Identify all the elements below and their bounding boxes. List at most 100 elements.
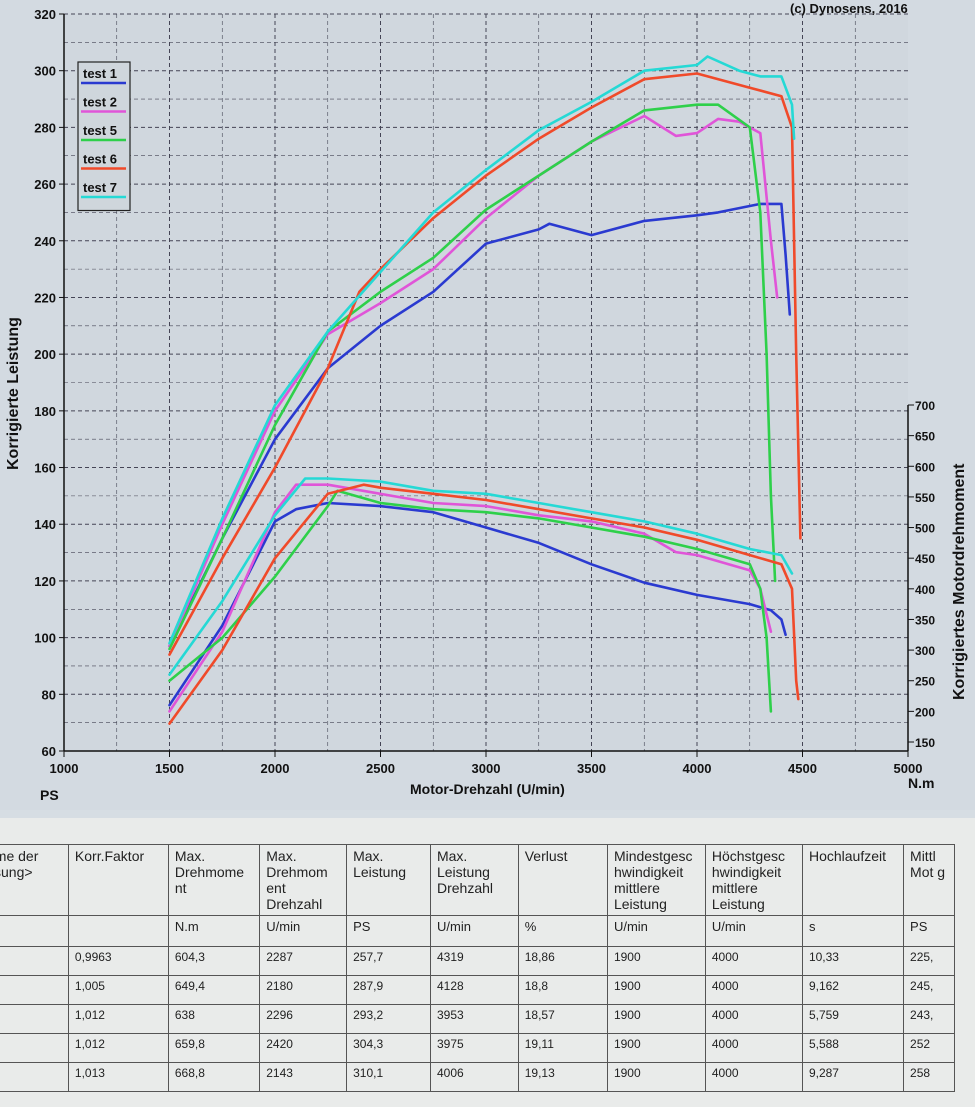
y-right-tick-label: 600: [915, 460, 935, 474]
table-cell: 293,2: [346, 1004, 431, 1034]
table-cell: 3953: [429, 1004, 519, 1034]
table-cell: 3975: [429, 1033, 519, 1063]
table-row: 61,012659,82420304,3397519,11190040005,5…: [0, 1033, 955, 1063]
x-tick-label: 4500: [788, 761, 817, 776]
legend-box: [77, 61, 131, 212]
table-cell: 638: [167, 1004, 261, 1034]
curve-test-2-torque: [168, 483, 773, 713]
unit-cell: PS: [903, 915, 955, 947]
unit-cell: U/min: [259, 915, 348, 947]
results-table-panel: ame der ssung> Korr.Faktor Max. Drehmome…: [0, 818, 975, 1107]
table-cell: 5,588: [801, 1033, 905, 1063]
legend-label: test 6: [83, 152, 117, 167]
table-cell: 252: [903, 1033, 955, 1063]
grid: [64, 13, 908, 751]
y-left-tick-label: 300: [34, 64, 56, 79]
table-cell: 9,162: [801, 975, 905, 1005]
table-header-row: ame der ssung> Korr.Faktor Max. Drehmome…: [0, 844, 955, 916]
legend-label: test 7: [83, 180, 117, 195]
table-cell: 1,012: [67, 1004, 169, 1034]
table-cell: 659,8: [167, 1033, 261, 1063]
table-cell: 10,33: [801, 946, 905, 976]
table-row: 21,005649,42180287,9412818,8190040009,16…: [0, 975, 955, 1005]
y-right-tick-label: 550: [915, 491, 935, 505]
table-cell: 2287: [259, 946, 348, 976]
table-cell: 1900: [606, 1004, 706, 1034]
col-header-verlust: Verlust: [517, 844, 608, 916]
y-left-tick-label: 100: [34, 631, 56, 646]
x-tick-label: 2000: [261, 761, 290, 776]
col-header-max-leistung-drehzahl: Max. Leistung Drehzahl: [429, 844, 519, 916]
table-cell: 7: [0, 1062, 69, 1092]
y-right-tick-label: 150: [915, 736, 935, 750]
table-cell: 4006: [429, 1062, 519, 1092]
y-left-tick-label: 240: [34, 234, 56, 249]
table-cell: 5: [0, 1004, 69, 1034]
table-cell: 18,8: [517, 975, 608, 1005]
unit-cell: U/min: [606, 915, 706, 947]
table-body: N.m U/min PS U/min % U/min U/min s PS 10…: [0, 915, 955, 1092]
y-right-tick-label: 300: [915, 644, 935, 658]
table-row: 51,0126382296293,2395318,57190040005,759…: [0, 1004, 955, 1034]
table-cell: 4000: [704, 1033, 803, 1063]
x-tick-label: 3000: [472, 761, 501, 776]
results-table: ame der ssung> Korr.Faktor Max. Drehmome…: [0, 844, 955, 1092]
table-cell: 604,3: [167, 946, 261, 976]
col-header-mittlere-leistung: Mittl Mot g: [903, 844, 955, 916]
table-row: 10,9963604,32287257,7431918,861900400010…: [0, 946, 955, 976]
chart-canvas: 1000 1500 2000 2500 3000 3500 4000 4500 5000 60 80…: [5, 1, 968, 803]
y-left-tick-label: 280: [34, 120, 56, 135]
x-tick-label: 4000: [683, 761, 712, 776]
curves: [168, 55, 802, 725]
table-cell: 1,012: [67, 1033, 169, 1063]
table-cell: 258: [903, 1062, 955, 1092]
y-left-tick-label: 60: [42, 744, 56, 759]
table-cell: 225,: [903, 946, 955, 976]
unit-cell: U/min: [704, 915, 803, 947]
x-axis-label: Motor-Drehzahl (U/min): [410, 781, 565, 797]
col-header-max-drehmoment-drehzahl: Max. Drehmom ent Drehzahl: [259, 844, 348, 916]
table-cell: 4000: [704, 975, 803, 1005]
axes: 1000 1500 2000 2500 3000 3500 4000 4500 5000 60 80…: [34, 7, 935, 776]
table-cell: 668,8: [167, 1062, 261, 1092]
right-unit-label: N.m: [908, 775, 934, 791]
table-cell: 1900: [606, 975, 706, 1005]
copyright-text: (c) Dynosens, 2016: [790, 1, 908, 16]
col-header-korr-faktor: Korr.Faktor: [67, 844, 169, 916]
table-cell: 5,759: [801, 1004, 905, 1034]
col-header-hoechstgeschwindigkeit: Höchstgesc hwindigkeit mittlere Leistung: [704, 844, 803, 916]
table-cell: 18,57: [517, 1004, 608, 1034]
table-cell: 1900: [606, 946, 706, 976]
unit-cell: [0, 915, 69, 947]
col-header-name: ame der ssung>: [0, 844, 69, 916]
legend: test 1 test 2 test 5 test 6 test 7: [77, 61, 131, 212]
legend-label: test 5: [83, 123, 117, 138]
table-cell: 2180: [259, 975, 348, 1005]
unit-cell: U/min: [429, 915, 519, 947]
col-header-mindestgeschwindigkeit: Mindestgesc hwindigkeit mittlere Leistun…: [606, 844, 706, 916]
y-right-axis-label: Korrigiertes Motordrehmoment: [951, 463, 968, 700]
unit-cell: N.m: [167, 915, 261, 947]
y-right-tick-label: 700: [915, 399, 935, 413]
col-header-hochlaufzeit: Hochlaufzeit: [801, 844, 905, 916]
y-right-tick-label: 200: [915, 705, 935, 719]
table-cell: 9,287: [801, 1062, 905, 1092]
x-tick-label: 3500: [577, 761, 606, 776]
table-cell: 245,: [903, 975, 955, 1005]
table-cell: 2296: [259, 1004, 348, 1034]
x-tick-label: 5000: [894, 761, 923, 776]
table-cell: 287,9: [346, 975, 431, 1005]
table-cell: 649,4: [167, 975, 261, 1005]
y-left-tick-label: 80: [42, 687, 56, 702]
y-left-tick-label: 180: [34, 404, 56, 419]
y-left-tick-label: 260: [34, 177, 56, 192]
y-left-axis-label: Korrigierte Leistung: [5, 317, 22, 470]
table-cell: 1: [0, 946, 69, 976]
dyno-chart: 1000 1500 2000 2500 3000 3500 4000 4500 5000 60 80…: [5, 1, 968, 803]
table-cell: 2: [0, 975, 69, 1005]
y-left-tick-label: 200: [34, 347, 56, 362]
table-cell: 1900: [606, 1033, 706, 1063]
y-right-tick-label: 250: [915, 675, 935, 689]
unit-cell: [67, 915, 169, 947]
y-left-tick-label: 160: [34, 461, 56, 476]
